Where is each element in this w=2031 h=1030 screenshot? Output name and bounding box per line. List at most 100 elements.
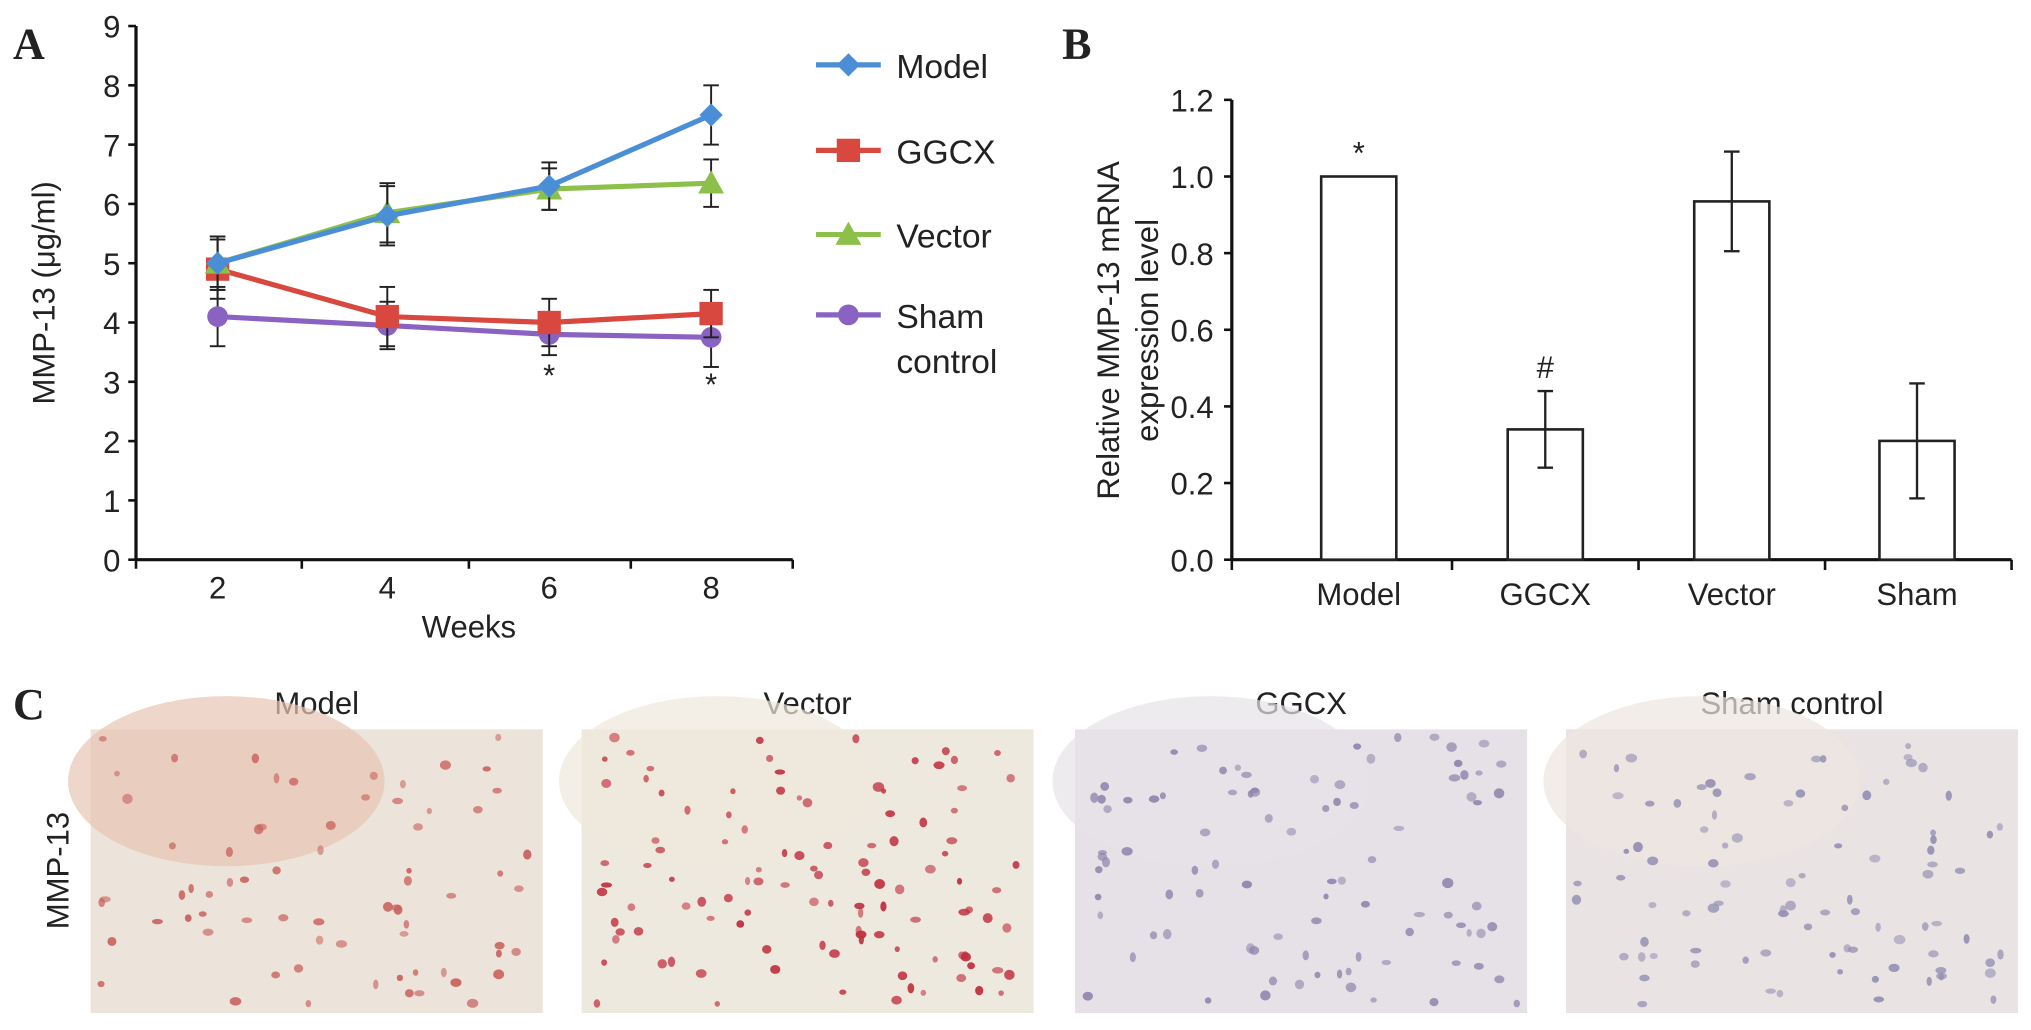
stained-cell [373,979,379,990]
stained-cell [1260,990,1271,1001]
stained-cell [741,825,748,834]
stained-cell [495,949,502,958]
stained-cell [881,788,887,794]
stained-cell [946,837,958,845]
stained-cell [1333,797,1341,807]
stained-cell [1720,880,1731,888]
stained-cell [874,879,886,889]
stained-cell [941,850,949,857]
legend-item: Model [816,49,988,86]
stained-cell [829,949,840,958]
stained-cell [305,999,312,1008]
stained-cell [667,956,676,967]
stained-cell [1314,971,1321,979]
stained-cell [643,862,652,869]
stained-cell [1148,795,1160,803]
stained-cell [1699,826,1709,833]
stained-cell [1613,764,1620,773]
stained-cell [911,757,919,765]
stained-cell [293,964,304,973]
stained-cell [1639,974,1650,982]
stained-cell [994,749,1001,756]
stained-cell [1810,755,1822,763]
stained-cell [961,951,969,960]
stained-cell [1690,960,1700,968]
stained-cell [97,980,105,988]
stained-cell [1393,825,1405,831]
stained-cell [1573,880,1582,887]
stained-cell [753,877,764,886]
stained-cell [1645,800,1655,807]
stained-cell [107,936,117,946]
stained-cell [858,935,864,945]
stained-cell [493,969,505,980]
stained-cell [1712,788,1722,798]
micrograph-ggcx: GGCX [1052,686,1528,1014]
stained-cell [873,931,885,939]
stained-cell [762,945,772,954]
y-tick-label: 0.6 [1170,313,1213,348]
stained-cell [1795,789,1806,798]
stained-cell [1696,784,1707,791]
stained-cell [1711,810,1718,820]
stained-cell [272,866,281,875]
stained-cell [1690,947,1702,954]
stained-cell [1862,790,1872,801]
stained-cell [382,901,393,912]
x-tick-label: 8 [702,571,719,606]
stained-cell [894,884,905,895]
stained-cell [1930,835,1937,845]
stained-cell [982,913,993,924]
stained-cell [809,897,819,907]
series-line [216,112,713,266]
y-tick-label: 1.0 [1170,160,1213,195]
stained-cell [1448,774,1461,782]
stained-cell [1476,928,1486,939]
stained-cell [1928,950,1939,958]
stained-cell [1647,856,1659,866]
y-tick-label: 1.2 [1170,84,1213,119]
stained-cell [1954,867,1966,874]
stained-cell [925,864,936,874]
stained-cell [615,928,625,936]
stained-cell [1625,753,1638,763]
significance-marker: * [1353,136,1365,171]
stained-cell [957,785,968,792]
bar-chart-mmp13-mrna: 0.0 0.2 0.4 0.6 0.8 1.0 1.2 * Model # GGCX Vector Sh… [1091,84,2013,612]
stained-cell [1204,997,1212,1004]
stained-cell [894,946,900,953]
stained-cell [1012,860,1020,869]
x-tick-label: Vector [1688,577,1776,612]
stained-cell [1353,743,1362,750]
stained-cell [1846,894,1853,905]
stained-cell [858,858,869,868]
stained-cell [1985,958,1995,968]
y-tick-label: 3 [103,365,120,400]
stained-cell [325,820,336,830]
stained-cell [736,920,745,928]
stained-cell [1927,845,1935,855]
stained-cell [251,753,260,764]
y-tick-label: 5 [103,247,120,282]
stained-cell [1442,877,1454,889]
stained-cell [714,1001,720,1007]
stained-cell [774,769,786,775]
row-label: MMP-13 [41,812,76,929]
stained-cell [122,793,133,804]
stained-cell [1873,996,1885,1003]
stained-cell [1722,842,1729,849]
stained-cell [1355,951,1362,962]
stained-cell [1264,813,1273,823]
stained-cell [1294,979,1305,990]
stained-cell [975,985,984,996]
legend-item: Sham control [816,299,997,381]
stained-cell [668,876,675,882]
stained-cell [253,824,264,835]
stained-cell [956,877,963,885]
stained-cell [229,997,242,1006]
x-tick-label: 2 [209,571,226,606]
stained-cell [151,918,163,925]
stained-cell [1466,928,1472,937]
